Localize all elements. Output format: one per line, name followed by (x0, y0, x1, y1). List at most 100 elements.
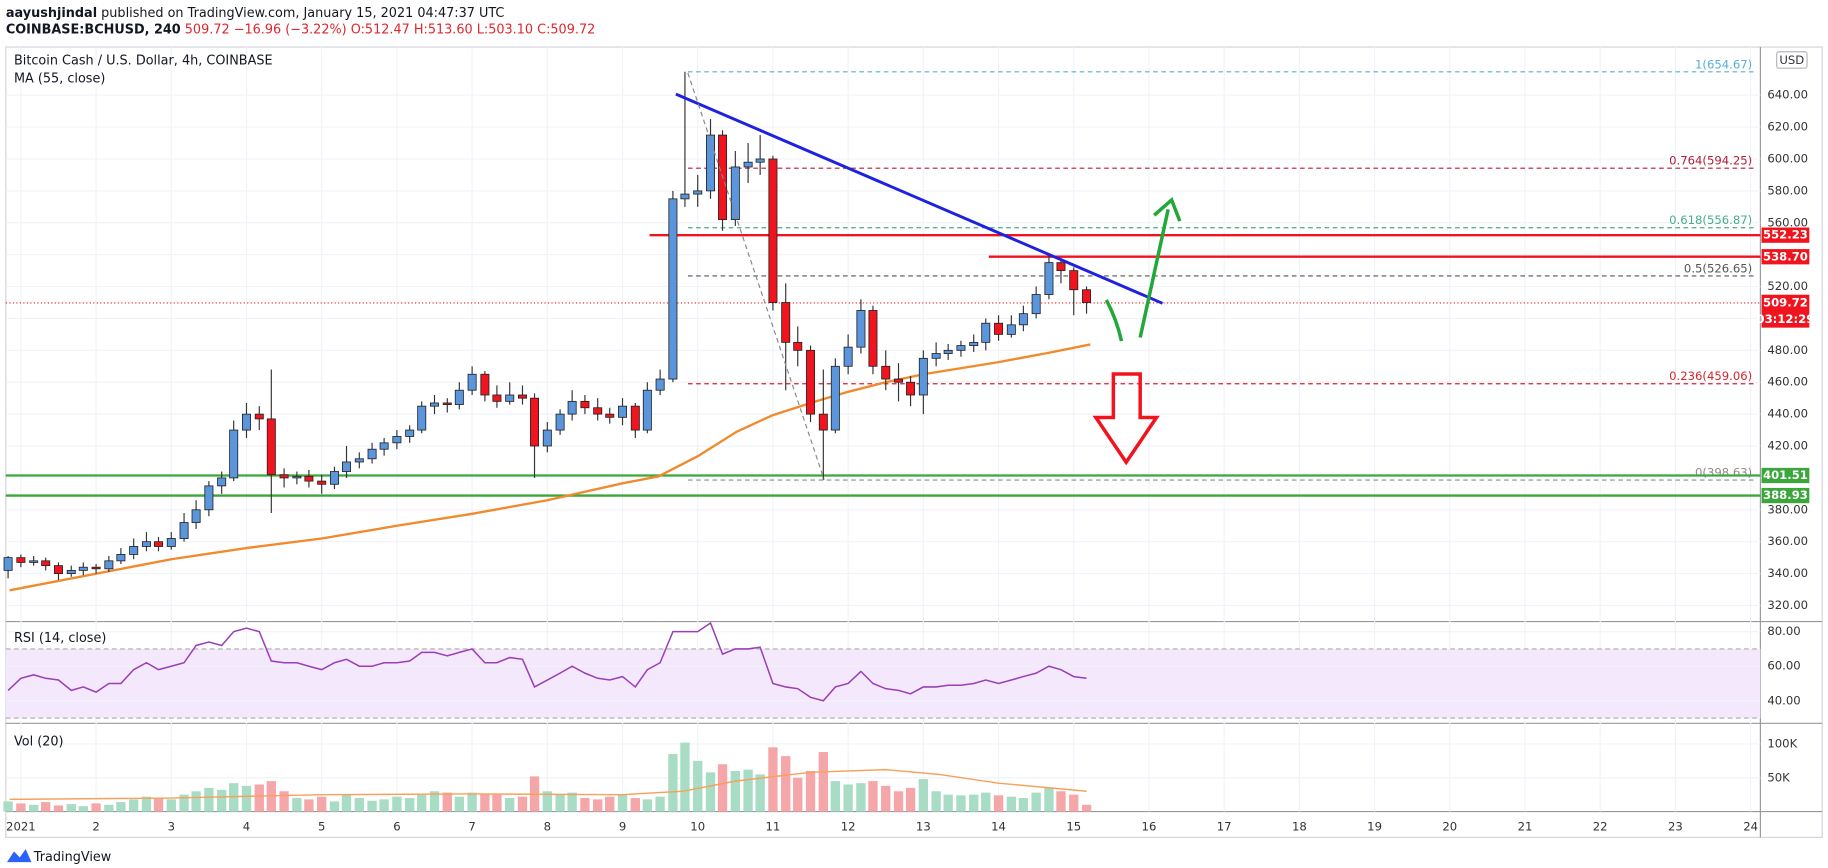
y-tick-label: 440.00 (1767, 407, 1808, 421)
candle-body (781, 302, 791, 343)
candle-body (417, 405, 427, 431)
x-tick-label: 16 (1142, 819, 1157, 833)
candle-body (279, 474, 289, 479)
candle-body (1018, 313, 1028, 326)
volume-bar (153, 798, 164, 812)
volume-bar (605, 796, 615, 812)
volume-bar (104, 804, 114, 812)
rsi-tick-label: 40.00 (1767, 693, 1800, 707)
author: aayushjindal (6, 5, 97, 20)
y-tick-label: 640.00 (1767, 88, 1808, 102)
candle-body (29, 560, 39, 563)
volume-bar (454, 796, 464, 812)
candle-body (317, 480, 327, 485)
candle-body (78, 566, 88, 571)
candle-body (405, 429, 415, 437)
candle-body (530, 397, 540, 447)
fib-anchor-line (687, 72, 825, 481)
volume-bar (1081, 804, 1092, 812)
candle-body (818, 413, 828, 431)
candle-body (593, 407, 603, 415)
volume-bar (191, 791, 201, 812)
level-label: 552.23 (1763, 228, 1808, 242)
volume-bar (279, 791, 289, 812)
symbol: COINBASE:BCHUSD, 240 (6, 22, 181, 37)
candle-body (706, 134, 715, 192)
volume-bar (830, 781, 841, 812)
volume-bar (593, 799, 603, 812)
volume-bar (918, 779, 929, 812)
x-tick-label: 5 (318, 819, 325, 833)
volume-bar (868, 781, 878, 812)
volume-bar (943, 794, 953, 812)
candle-body (555, 413, 565, 431)
candle-body (3, 557, 13, 571)
volume-bar (241, 785, 252, 812)
published: published on TradingView.com, January 15… (101, 5, 504, 20)
volume-bar (217, 789, 227, 812)
volume-bar (91, 803, 101, 812)
candle-body (467, 373, 477, 391)
green-path (1104, 299, 1124, 342)
level-box (1761, 249, 1810, 265)
y-tick-label: 520.00 (1767, 279, 1808, 293)
candle-body (254, 413, 264, 420)
candle-body (730, 166, 740, 220)
candle-body (141, 541, 151, 547)
candle-body (981, 322, 991, 343)
candle-body (505, 394, 515, 402)
candle-body (342, 461, 352, 472)
level-label: 388.93 (1763, 488, 1808, 502)
volume-bar (28, 804, 39, 812)
candle-body (191, 509, 201, 523)
volume-bar (341, 794, 352, 812)
candle-body (367, 448, 377, 460)
candle-body (354, 458, 364, 463)
candle-body (642, 389, 652, 431)
rsi-tick-label: 80.00 (1767, 624, 1800, 638)
candle-body (743, 161, 753, 168)
trendline (675, 92, 1164, 305)
green-arrow-head (1153, 196, 1182, 222)
volume-bar (1018, 798, 1029, 812)
level-box (1761, 227, 1810, 243)
plot-layer: 2021 2 3 4 5 6 7 8 9 10 11 12 13 14 15 16 17 18 19 20 21 22 23… (3, 47, 1814, 833)
green-arrow-shaft (1138, 208, 1170, 338)
fib-label: 0.5(526.65) (1684, 261, 1752, 275)
x-tick-label: 3 (168, 819, 175, 833)
volume-bar (3, 801, 13, 812)
x-tick-label: 7 (468, 819, 475, 833)
volume-bar (856, 783, 866, 812)
x-tick-label: 9 (619, 819, 626, 833)
candle-body (856, 310, 866, 348)
candle-body (204, 485, 214, 511)
volume-bar (668, 754, 678, 812)
volume-bar (881, 785, 891, 812)
volume-bar (1006, 796, 1016, 812)
x-tick-label: 4 (243, 819, 250, 833)
chart-title: Bitcoin Cash / U.S. Dollar, 4h, COINBASE (14, 54, 273, 69)
volume-bar (956, 795, 966, 812)
candle-body (16, 557, 26, 563)
volume-bar (555, 794, 565, 812)
candle-body (217, 477, 227, 487)
candle-body (868, 310, 878, 367)
volume-bar (818, 752, 828, 812)
volume-bar (755, 774, 765, 812)
header-line: aayushjindal published on TradingView.co… (6, 5, 505, 20)
candle-body (129, 546, 139, 555)
volume-bar (354, 798, 364, 812)
candle-body (229, 429, 239, 479)
x-tick-label: 13 (916, 819, 931, 833)
last-price-box (1761, 294, 1810, 328)
candle-body (580, 400, 590, 409)
candle-body (618, 405, 628, 418)
candle-body (793, 341, 803, 351)
y-tick-label: 620.00 (1767, 120, 1808, 134)
candle-body (304, 475, 314, 482)
candle-body (630, 405, 640, 431)
volume-bar (229, 783, 239, 812)
countdown: 03:12:29 (1756, 312, 1814, 326)
candle-body (454, 389, 464, 405)
